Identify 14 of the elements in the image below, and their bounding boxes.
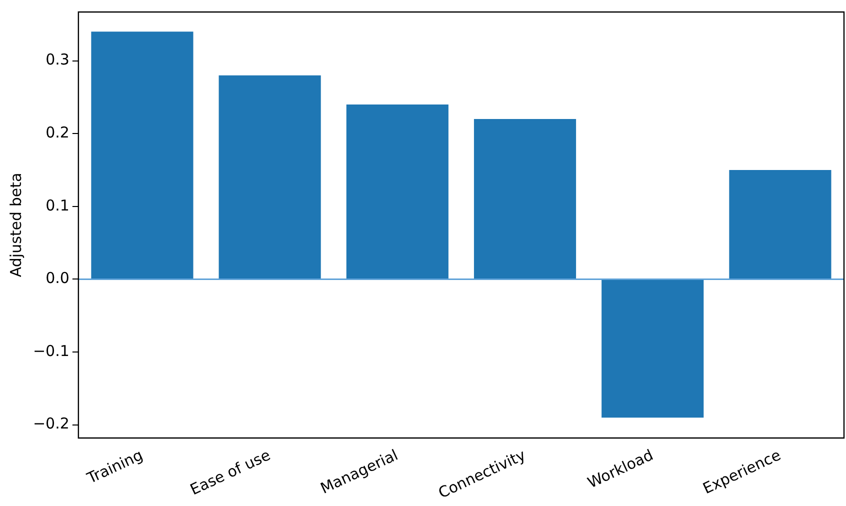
bar: [346, 104, 448, 279]
y-tick-label: 0.2: [46, 123, 70, 142]
bar: [602, 280, 704, 418]
y-axis-title: Adjusted beta: [6, 172, 25, 278]
y-tick-label: 0.0: [46, 269, 70, 288]
y-tick-label: 0.1: [46, 196, 70, 214]
bar: [729, 170, 832, 279]
y-tick-label: −0.2: [32, 414, 70, 433]
y-tick-label: 0.3: [46, 50, 70, 69]
x-tick-label: Ease of use: [187, 446, 274, 499]
bar: [218, 75, 321, 279]
bar: [474, 119, 576, 279]
bar: [91, 32, 194, 279]
y-tick-label: −0.1: [32, 342, 70, 360]
